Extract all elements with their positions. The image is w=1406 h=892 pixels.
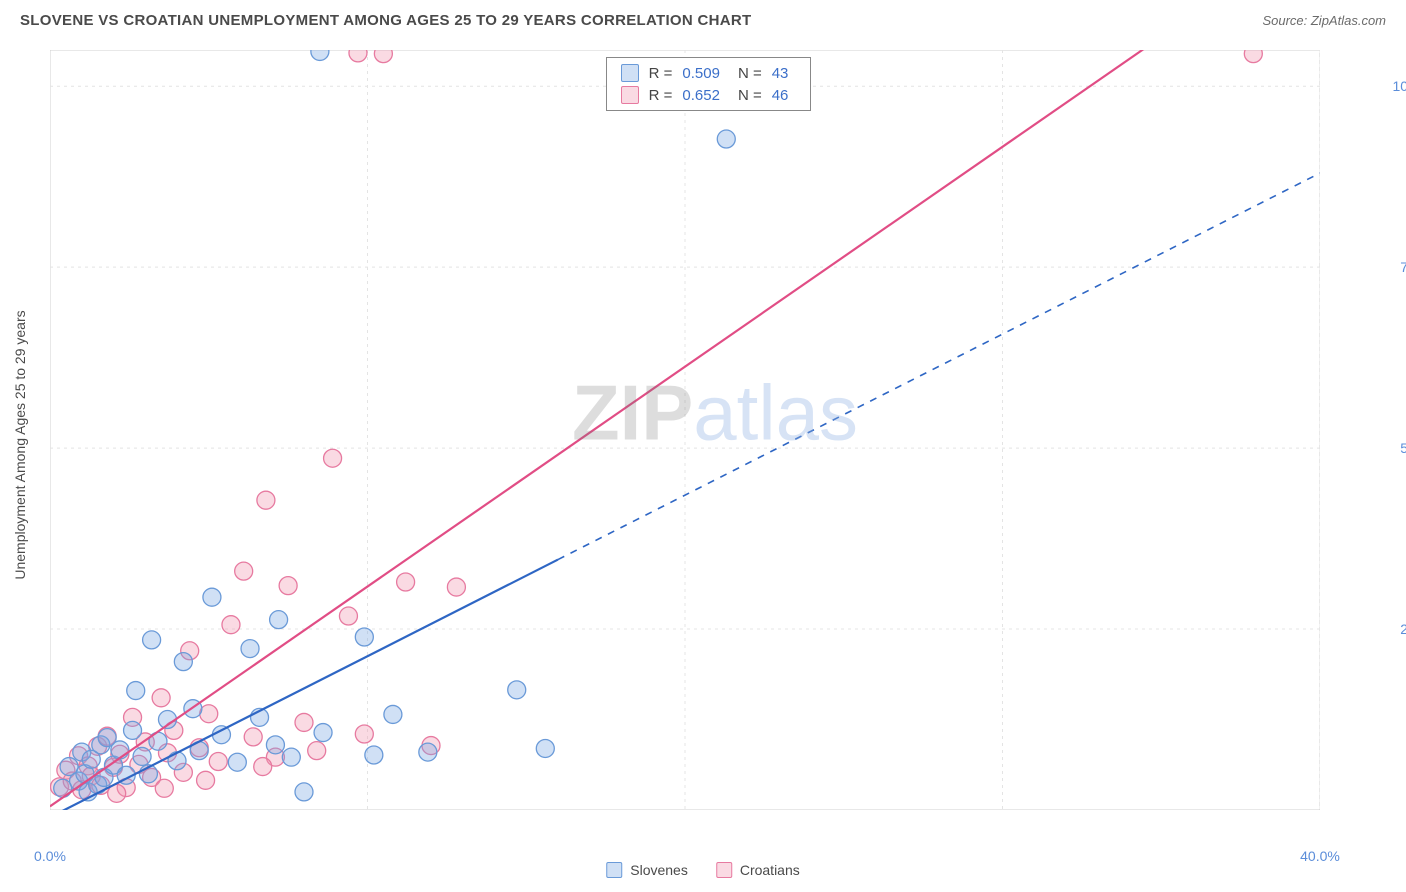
slovenes-point [124,721,142,739]
slovenes-point [143,631,161,649]
croatians-legend-swatch [716,862,732,878]
croatians-point [1244,50,1262,63]
scatter-chart [50,50,1320,810]
croatians-point [279,577,297,595]
y-tick-label: 100.0% [1393,78,1406,94]
slovenes-swatch [621,64,639,82]
slovenes-point [168,752,186,770]
slovenes-trendline-dashed [558,173,1320,560]
source-attribution: Source: ZipAtlas.com [1262,13,1386,28]
legend-item-croatians: Croatians [716,862,800,878]
croatians-point [244,728,262,746]
legend: Slovenes Croatians [606,862,800,878]
slovenes-point [270,611,288,629]
n-label: N = [738,87,762,104]
croatians-point [374,50,392,63]
slovenes-point [311,50,329,60]
slovenes-point [365,746,383,764]
y-tick-label: 25.0% [1400,621,1406,637]
croatians-point [209,753,227,771]
croatians-point [295,713,313,731]
y-tick-label: 75.0% [1400,259,1406,275]
slovenes-point [536,739,554,757]
stats-row-croatians: R = 0.652 N = 46 [607,84,811,106]
croatians-point [155,779,173,797]
slovenes-point [266,736,284,754]
x-tick-label: 0.0% [34,848,66,864]
n-value: 43 [772,65,789,82]
r-value: 0.509 [682,65,720,82]
croatians-point [308,742,326,760]
croatians-point [397,573,415,591]
croatians-point [254,758,272,776]
slovenes-point [111,741,129,759]
y-axis-label: Unemployment Among Ages 25 to 29 years [12,310,28,579]
r-label: R = [649,65,673,82]
slovenes-point [127,682,145,700]
slovenes-point [228,753,246,771]
legend-item-slovenes: Slovenes [606,862,688,878]
croatians-point [349,50,367,62]
slovenes-point [419,743,437,761]
croatians-point [200,705,218,723]
croatians-point [235,562,253,580]
r-value: 0.652 [682,87,720,104]
slovenes-legend-swatch [606,862,622,878]
slovenes-point [314,724,332,742]
chart-container: Unemployment Among Ages 25 to 29 years 2… [50,50,1380,840]
croatians-point [447,578,465,596]
y-tick-label: 50.0% [1400,440,1406,456]
croatians-point [197,771,215,789]
correlation-stats-box: R = 0.509 N = 43 R = 0.652 N = 46 [606,57,812,111]
croatians-point [152,689,170,707]
slovenes-point [133,747,151,765]
slovenes-point [212,726,230,744]
slovenes-point [717,130,735,148]
legend-label: Slovenes [630,862,688,878]
slovenes-point [355,628,373,646]
croatians-point [257,491,275,509]
n-value: 46 [772,87,789,104]
croatians-point [339,607,357,625]
chart-title: SLOVENE VS CROATIAN UNEMPLOYMENT AMONG A… [20,12,751,29]
slovenes-point [295,783,313,801]
croatians-point [324,449,342,467]
slovenes-point [174,653,192,671]
slovenes-point [508,681,526,699]
slovenes-point [384,705,402,723]
n-label: N = [738,65,762,82]
slovenes-point [241,640,259,658]
croatians-point [222,616,240,634]
croatians-swatch [621,86,639,104]
slovenes-point [282,748,300,766]
x-tick-label: 40.0% [1300,848,1340,864]
slovenes-point [203,588,221,606]
stats-row-slovenes: R = 0.509 N = 43 [607,62,811,84]
croatians-point [355,725,373,743]
legend-label: Croatians [740,862,800,878]
r-label: R = [649,87,673,104]
